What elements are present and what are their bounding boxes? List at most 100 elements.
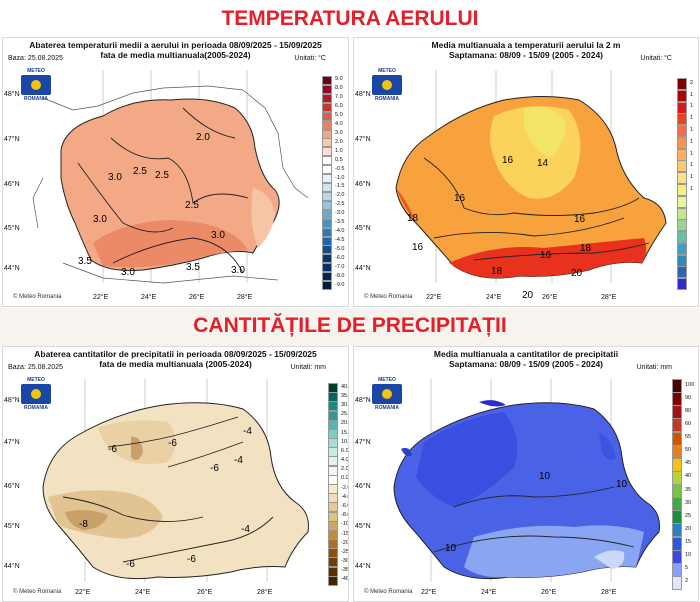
lat-label: 45°N bbox=[4, 225, 20, 232]
legend-label: 0.0 bbox=[341, 475, 349, 482]
legend-swatch bbox=[322, 147, 332, 157]
legend-label: 2.0 bbox=[335, 138, 343, 145]
legend-label: 7.0 bbox=[335, 94, 343, 101]
legend-swatch bbox=[677, 207, 687, 220]
legend-label: 90 bbox=[685, 394, 692, 401]
legend-swatch bbox=[322, 263, 332, 273]
units-label: Unitati: mm bbox=[290, 364, 326, 371]
legend-swatch bbox=[322, 93, 332, 103]
contour-label: 18 bbox=[407, 213, 419, 224]
lon-label: 26°E bbox=[197, 589, 213, 596]
legend-swatch bbox=[672, 444, 682, 459]
legend-swatch bbox=[672, 549, 682, 564]
legend-swatch bbox=[677, 254, 687, 267]
legend-label: 8.0 bbox=[335, 85, 343, 92]
units-label: Unitati: °C bbox=[640, 55, 672, 62]
lon-label: 24°E bbox=[135, 589, 151, 596]
temp-normal-panel: Media multianuala a temperaturii aerului… bbox=[353, 37, 699, 307]
legend-swatch bbox=[677, 136, 687, 149]
legend-label: -35.0 bbox=[341, 567, 349, 574]
precip-anomaly-map: -4 -6 -4 -6 -6 -8 -6 -4 -6 bbox=[42, 379, 309, 582]
legend-swatch bbox=[672, 497, 682, 512]
precipitation-section-band bbox=[0, 308, 700, 346]
legend-label: 55 bbox=[685, 434, 692, 441]
contour-label: 2.0 bbox=[196, 132, 210, 143]
legend-label: 45 bbox=[685, 460, 692, 467]
precip-normal-map: 10 10 10 bbox=[393, 379, 660, 582]
legend-swatch bbox=[677, 125, 687, 138]
contour-label: 20 bbox=[571, 268, 583, 279]
legend-label: 1 bbox=[690, 162, 694, 169]
legend-label: 9.0 bbox=[335, 76, 343, 83]
panel-title-line1: Abaterea temperaturii medii a aerului in… bbox=[29, 40, 322, 50]
contour-label: 16 bbox=[412, 242, 424, 253]
contour-labels: 10 10 10 bbox=[445, 471, 628, 554]
legend-label: 35 bbox=[685, 486, 692, 493]
legend-swatch bbox=[677, 172, 687, 185]
legend-label: 1 bbox=[690, 150, 694, 157]
legend-label: 30 bbox=[685, 499, 692, 506]
legend-swatch bbox=[672, 418, 682, 433]
lat-label: 48°N bbox=[355, 397, 371, 404]
base-date: Baza: 25.08.2025 bbox=[8, 55, 63, 62]
legend-label: 2.0 bbox=[341, 466, 349, 473]
contour-label: 3.0 bbox=[93, 214, 107, 225]
lat-label: 46°N bbox=[4, 483, 20, 490]
legend-label: 1 bbox=[690, 127, 694, 133]
legend-label: -9.0 bbox=[335, 281, 345, 288]
legend-label: -2.0 bbox=[335, 192, 345, 199]
contour-label: 10 bbox=[445, 543, 457, 554]
contour-label: 20 bbox=[522, 290, 534, 301]
legend-swatch bbox=[677, 89, 687, 102]
legend-label: -25.0 bbox=[341, 548, 349, 555]
legend-swatch bbox=[322, 174, 332, 184]
contour-label: -6 bbox=[126, 559, 135, 570]
legend-label: 20 bbox=[685, 525, 692, 532]
legend-label: -2.5 bbox=[335, 201, 345, 208]
contour-label: 16 bbox=[454, 193, 466, 204]
legend-label: 6.0 bbox=[335, 103, 343, 110]
legend-swatch bbox=[677, 242, 687, 255]
neighbour-borders bbox=[32, 85, 309, 284]
temp-anomaly-panel: Abaterea temperaturii medii a aerului in… bbox=[2, 37, 349, 307]
contour-label: -4 bbox=[234, 455, 243, 466]
legend-swatch bbox=[677, 101, 687, 114]
legend-label: -20.0 bbox=[341, 539, 349, 546]
legend-label: 1 bbox=[690, 91, 694, 98]
legend-label: 25.0 bbox=[341, 411, 348, 418]
lat-label: 45°N bbox=[4, 523, 20, 530]
lon-label: 26°E bbox=[189, 294, 205, 301]
panel-title-line1: Media multianuala a temperaturii aerului… bbox=[431, 40, 621, 50]
lat-label: 48°N bbox=[355, 91, 371, 98]
lat-label: 48°N bbox=[4, 397, 20, 404]
panel-title-line2: Saptamana: 08/09 - 15/09 (2005 - 2024) bbox=[448, 50, 604, 60]
meteo-romania-logo: METEO ROMANIA bbox=[16, 68, 56, 108]
precip-anomaly-panel: Abaterea cantitatilor de precipitatii in… bbox=[2, 346, 349, 602]
lat-label: 44°N bbox=[4, 265, 20, 272]
legend-swatch bbox=[677, 113, 687, 126]
contour-label: 3.0 bbox=[108, 172, 122, 183]
panel-title-line2: fata de media multianuala (2005-2024) bbox=[99, 359, 252, 369]
legend-label: -4.5 bbox=[335, 236, 345, 243]
contours bbox=[77, 107, 249, 274]
legend-swatch bbox=[322, 138, 332, 148]
legend-swatch bbox=[322, 209, 332, 219]
legend-label: 10.0 bbox=[341, 438, 348, 445]
legend-swatch bbox=[322, 227, 332, 237]
legend-swatch bbox=[322, 236, 332, 246]
lat-label: 44°N bbox=[4, 563, 20, 570]
legend-swatch bbox=[322, 200, 332, 210]
lat-label: 44°N bbox=[355, 563, 371, 570]
legend-swatch bbox=[677, 231, 687, 244]
lat-label: 45°N bbox=[355, 523, 371, 530]
legend-swatch bbox=[322, 120, 332, 130]
lat-label: 47°N bbox=[4, 439, 20, 446]
legend-swatch bbox=[322, 102, 332, 112]
legend-swatch bbox=[677, 184, 687, 196]
legend-swatch bbox=[322, 218, 332, 228]
credit: © Meteo Romania bbox=[13, 589, 62, 595]
legend-swatch bbox=[322, 111, 332, 121]
credit: © Meteo Romania bbox=[364, 294, 413, 300]
legend-label: 1.0 bbox=[335, 147, 343, 154]
contour-labels: 2.0 2.5 3.0 2.5 3.0 2.5 3.0 3.0 3.5 3.5 … bbox=[78, 132, 245, 278]
